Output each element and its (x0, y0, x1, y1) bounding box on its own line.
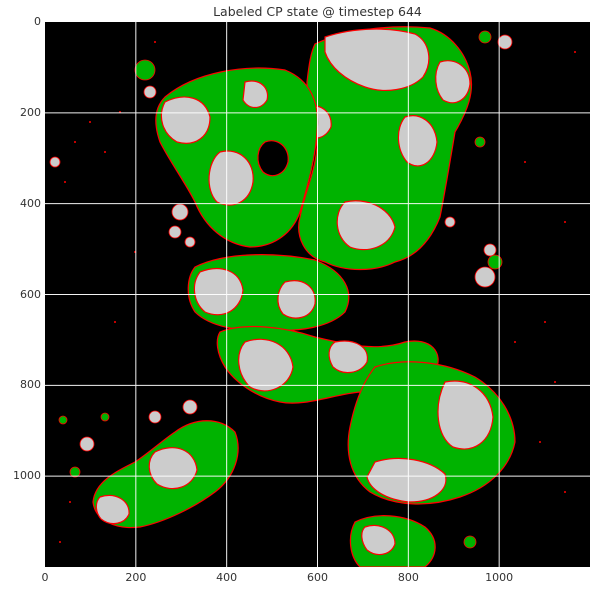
x-tick-label: 600 (307, 571, 328, 584)
region-middle (187, 254, 350, 331)
region-lower-right (347, 361, 516, 505)
region-lower-left (92, 420, 239, 529)
y-tick-label: 200 (20, 105, 41, 119)
y-tick-label: 400 (20, 196, 41, 210)
x-tick-label: 1000 (485, 571, 514, 584)
x-tick-label: 800 (397, 571, 419, 584)
grid-lines (45, 22, 590, 567)
region-upper-right (298, 26, 473, 271)
scattered-blobs (49, 30, 513, 549)
x-tick-label: 200 (125, 571, 147, 584)
y-tick-label: 1000 (13, 469, 41, 483)
y-tick-label: 600 (20, 287, 41, 301)
label-map-image (45, 22, 590, 567)
y-tick-label: 0 (34, 15, 41, 28)
plot-title: Labeled CP state @ timestep 644 (213, 4, 422, 19)
image-plot-area (45, 22, 590, 567)
region-bottom (349, 515, 436, 567)
x-tick-label: 0 (41, 571, 49, 584)
x-tick-label: 400 (216, 571, 238, 584)
y-tick-label: 800 (20, 378, 41, 392)
